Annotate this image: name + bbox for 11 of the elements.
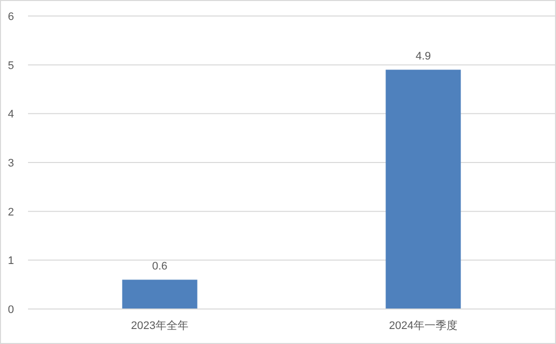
ytick-label: 1 — [8, 255, 14, 268]
ytick-label: 4 — [8, 108, 14, 121]
data-label: 0.6 — [152, 260, 168, 273]
ytick-label: 3 — [8, 158, 14, 170]
xtick-label: 2024年一季度 — [389, 320, 458, 332]
ytick-label: 2 — [8, 206, 14, 218]
ytick-label: 6 — [8, 11, 14, 23]
xtick-label: 2023年全年 — [131, 320, 188, 332]
ytick-label: 5 — [8, 60, 14, 72]
data-label: 4.9 — [416, 50, 431, 63]
ytick-label: 0 — [8, 304, 14, 316]
